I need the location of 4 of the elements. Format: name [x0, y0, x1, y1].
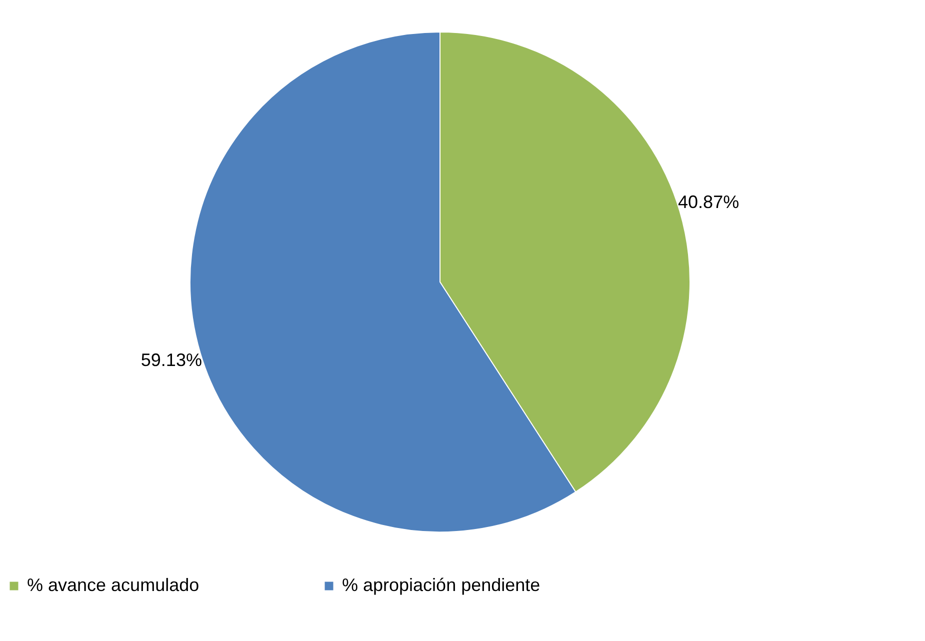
- legend-label: % avance acumulado: [27, 575, 200, 595]
- data-label: 40.87%: [678, 192, 740, 212]
- legend-label: % apropiación pendiente: [342, 575, 540, 595]
- data-label: 59.13%: [140, 350, 202, 370]
